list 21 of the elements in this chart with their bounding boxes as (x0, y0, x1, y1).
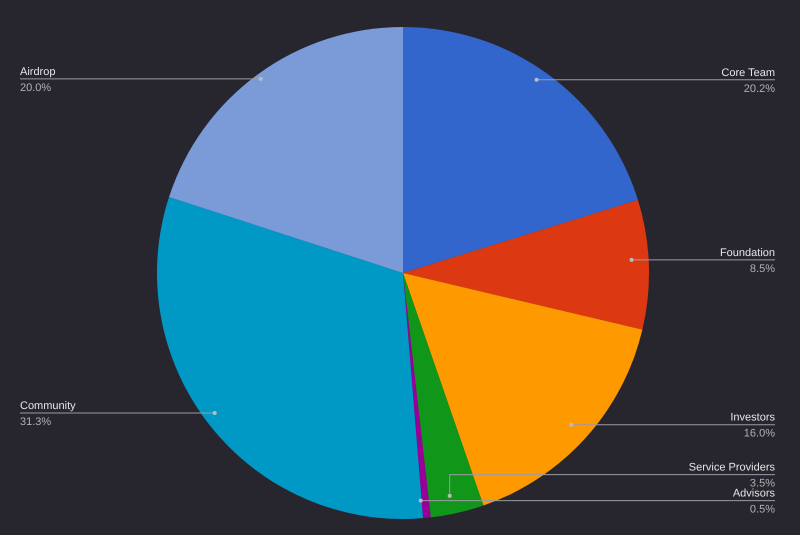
slice-label: Advisors (732, 488, 776, 500)
pie-slice (403, 273, 431, 518)
pie-slice (403, 200, 649, 330)
slice-label: Core Team (721, 66, 775, 79)
data-label: 16.0% (744, 428, 776, 440)
data-label: 20.2% (744, 82, 776, 95)
slice-label: Foundation (720, 246, 775, 259)
pie-slice (403, 273, 642, 506)
slice-label: Investors (730, 412, 776, 424)
data-label: 8.5% (750, 262, 776, 275)
data-label: 3.5% (750, 478, 776, 490)
data-label: 20.0% (20, 82, 52, 94)
slice-label: Service Providers (688, 462, 776, 474)
slice-label: Airdrop (20, 66, 56, 78)
pie-slice (403, 273, 484, 518)
data-label: 31.3% (20, 416, 52, 428)
pie-slice (403, 27, 638, 273)
pie-slice (169, 27, 403, 273)
data-label: 0.5% (750, 504, 776, 516)
pie-slice (157, 196, 424, 519)
slice-label: Community (20, 400, 76, 412)
